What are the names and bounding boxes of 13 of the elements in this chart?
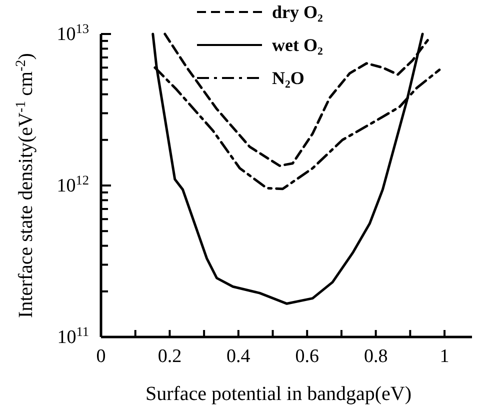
x-tick-label: 0.2 [158, 346, 182, 367]
y-tick-label: 10$^{13}$ [56, 20, 90, 45]
legend-label: wet O₂ [272, 35, 323, 55]
x-tick-label: 0.6 [295, 346, 319, 367]
x-axis-title: Surface potential in bandgap(eV) [145, 383, 412, 405]
x-tick-label: 0.4 [226, 346, 251, 367]
y-tick-label: 10$^{11}$ [57, 324, 89, 348]
legend-label: dry O₂ [272, 2, 323, 22]
legend-label: N₂O [272, 68, 304, 88]
y-tick-label: 10$^{12}$ [56, 172, 89, 196]
x-tick-label: 0 [96, 346, 106, 367]
x-tick-label: 1 [440, 346, 450, 367]
x-tick-label: 0.8 [364, 346, 388, 367]
